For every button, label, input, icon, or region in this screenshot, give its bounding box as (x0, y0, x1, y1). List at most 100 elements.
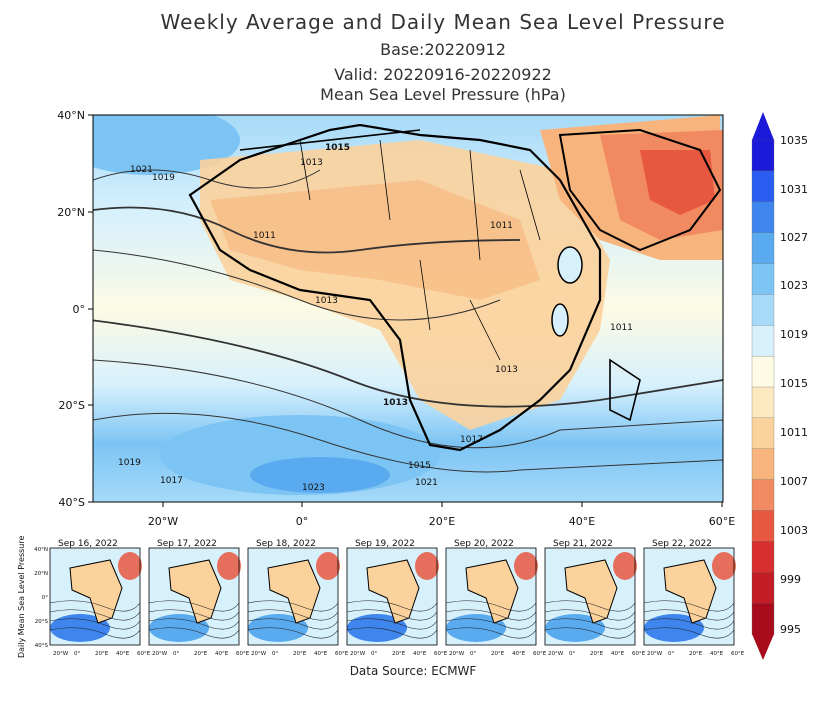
daily-panel-frame (643, 547, 735, 646)
daily-panel-title: Sep 19, 2022 (355, 539, 415, 549)
contour-label: 1017 (160, 476, 183, 486)
daily-africa (267, 559, 321, 624)
daily-panel-frame (544, 547, 636, 646)
contour-label: 1015 (408, 461, 431, 471)
daily-lon-label: 0° (668, 651, 674, 657)
lat-label: 40°N (57, 109, 85, 122)
daily-panel: Sep 16, 2022 20°W 0° 20°E 40°E 60°E 40°N 20°N 0°… (34, 539, 151, 657)
daily-contour (643, 609, 735, 621)
contour-label: 1011 (610, 323, 633, 333)
daily-contour (643, 618, 735, 630)
daily-contour (49, 627, 141, 639)
daily-contour (445, 609, 537, 621)
colorbar-swatch (751, 602, 775, 635)
daily-panel: Sep 20, 2022 20°W 0° 20°E 40°E 60°E (445, 539, 547, 657)
daily-panel: Sep 19, 2022 20°W 0° 20°E 40°E 60°E (346, 539, 448, 657)
africa-coastline (188, 123, 602, 452)
contour-label: 1013 (495, 365, 518, 375)
daily-lon-label: 0° (272, 651, 278, 657)
lat-label: 40°S (59, 496, 85, 509)
daily-contour (247, 627, 339, 639)
lon-label: 0° (296, 515, 309, 528)
daily-low (514, 552, 538, 580)
daily-contour (544, 618, 636, 630)
daily-panels: Sep 16, 2022 20°W 0° 20°E 40°E 60°E 40°N 20°N 0°… (34, 539, 745, 657)
daily-lon-label: 40°E (215, 651, 229, 657)
daily-low (118, 552, 142, 580)
daily-lat-label: 0° (42, 595, 48, 601)
daily-lon-label: 20°E (95, 651, 109, 657)
daily-lat-label: 20°N (34, 571, 48, 577)
longitude-labels: 20°W 0° 20°E 40°E 60°E (148, 515, 735, 528)
daily-lon-label: 20°W (647, 651, 663, 657)
colorbar-swatch (751, 355, 775, 388)
arabia-coastline (558, 128, 722, 252)
daily-panel: Sep 22, 2022 20°W 0° 20°E 40°E 60°E (643, 539, 745, 657)
contour-label: 1011 (490, 221, 513, 231)
daily-lon-label: 20°W (548, 651, 564, 657)
colorbar-label: 1027 (780, 231, 808, 244)
lon-label: 20°W (148, 515, 178, 528)
daily-contour (148, 627, 240, 639)
daily-lon-label: 20°W (251, 651, 267, 657)
daily-low (613, 552, 637, 580)
colorbar-label: 1011 (780, 426, 808, 439)
daily-contour (346, 600, 438, 612)
colorbar-min-arrow (752, 634, 774, 660)
contour-label: 1021 (130, 165, 153, 175)
daily-lon-label: 60°E (236, 651, 250, 657)
daily-lat-label: 20°S (35, 619, 49, 625)
daily-lon-label: 60°E (137, 651, 151, 657)
daily-lon-label: 0° (470, 651, 476, 657)
daily-lon-label: 20°E (491, 651, 505, 657)
daily-lon-label: 40°E (314, 651, 328, 657)
daily-low (316, 552, 340, 580)
daily-contour (445, 627, 537, 639)
daily-panel: Sep 21, 2022 20°W 0° 20°E 40°E 60°E (544, 539, 646, 657)
lat-label: 20°N (57, 206, 85, 219)
daily-panel-title: Sep 22, 2022 (652, 539, 712, 549)
contour-label: 1023 (302, 483, 325, 493)
daily-low (712, 552, 736, 580)
colorbar-max-arrow (752, 112, 774, 140)
daily-africa (465, 559, 519, 624)
daily-africa (69, 559, 123, 624)
colorbar-label: 995 (780, 623, 801, 636)
daily-panel: Sep 17, 2022 20°W 0° 20°E 40°E 60°E (148, 539, 250, 657)
daily-lon-label: 20°W (449, 651, 465, 657)
contour-labels: 1021 1019 1013 1015 1011 1011 1013 1011 … (118, 143, 633, 493)
contour-label: 1015 (325, 143, 350, 153)
daily-lon-label: 60°E (434, 651, 448, 657)
colorbar-swatch (751, 479, 775, 512)
daily-lon-label: 20°E (590, 651, 604, 657)
daily-lon-label: 20°E (689, 651, 703, 657)
daily-contour (544, 627, 636, 639)
contour-label: 1017 (460, 435, 483, 445)
colorbar-label: 1019 (780, 328, 808, 341)
daily-lon-label: 40°E (512, 651, 526, 657)
base-date: Base:20220912 (380, 40, 506, 59)
daily-panel-frame (148, 547, 240, 646)
variable-label: Mean Sea Level Pressure (hPa) (320, 85, 566, 104)
daily-contour (346, 618, 438, 630)
daily-lon-label: 20°W (350, 651, 366, 657)
colorbar-swatch (751, 170, 775, 203)
daily-contour (148, 618, 240, 630)
daily-lon-label: 20°E (392, 651, 406, 657)
daily-contour (49, 600, 141, 612)
daily-lon-label: 20°E (194, 651, 208, 657)
daily-contour (346, 627, 438, 639)
contour-label: 1019 (152, 173, 175, 183)
colorbar-label: 999 (780, 573, 801, 586)
daily-contour (544, 600, 636, 612)
daily-panel: Sep 18, 2022 20°W 0° 20°E 40°E 60°E (247, 539, 349, 657)
colorbar-swatch (751, 541, 775, 573)
daily-contour (643, 627, 735, 639)
colorbar-label: 1007 (780, 475, 808, 488)
colorbar-label: 1031 (780, 183, 808, 196)
lat-label: 20°S (59, 399, 85, 412)
daily-panel-frame (247, 547, 339, 646)
daily-lon-label: 0° (173, 651, 179, 657)
colorbar-labels: 1035 1031 1027 1023 1019 1015 1011 1007 … (780, 134, 808, 636)
daily-lon-label: 20°E (293, 651, 307, 657)
